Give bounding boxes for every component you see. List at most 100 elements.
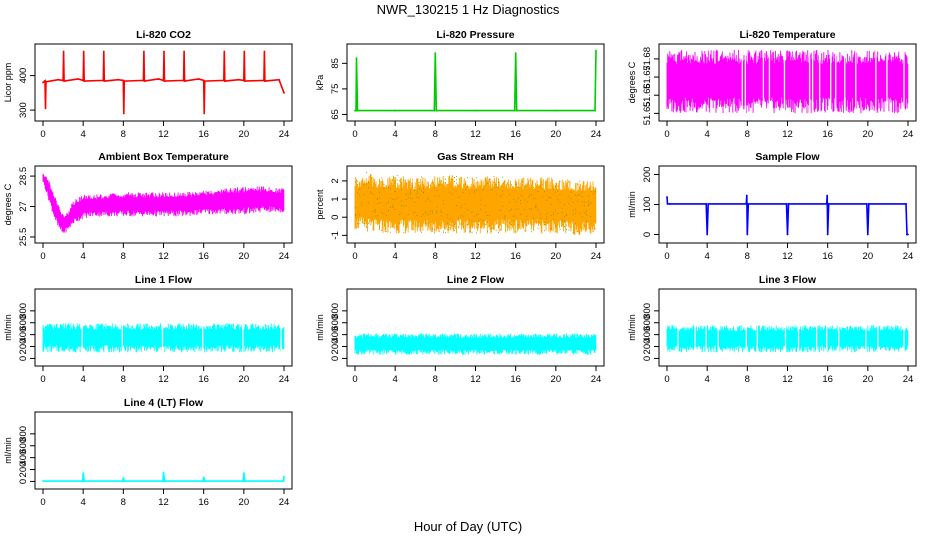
panel-title: Gas Stream RH: [437, 151, 513, 163]
x-tick-label: 20: [863, 129, 874, 140]
plot-frame: [346, 288, 605, 367]
figure-title: NWR_130215 1 Hz Diagnostics: [377, 2, 560, 17]
y-tick-label: 85: [330, 58, 341, 69]
data-point: [203, 80, 206, 82]
data-point: [905, 203, 907, 205]
y-tick-label: 75: [330, 84, 341, 95]
y-tick-label: 600: [18, 315, 29, 331]
data-point: [163, 50, 165, 53]
data-point: [243, 50, 246, 53]
y-axis-label: percent: [315, 189, 325, 220]
data-point: [223, 80, 226, 82]
series-line: [666, 195, 908, 236]
y-tick-label: 200: [330, 339, 341, 355]
data-point: [826, 233, 829, 236]
series-band: [42, 173, 285, 233]
y-tick-label: 200: [642, 167, 653, 183]
y-tick-label: 400: [18, 327, 29, 343]
y-tick-label: 65: [330, 109, 341, 120]
data-point: [283, 91, 285, 94]
data-layer: [42, 323, 285, 353]
data-point: [183, 50, 186, 53]
data-point: [83, 480, 86, 482]
data-point: [866, 233, 869, 236]
x-tick-label: 0: [352, 374, 357, 385]
series-points: [355, 172, 596, 234]
x-tick-label: 4: [393, 251, 398, 262]
x-tick-label: 24: [591, 251, 602, 262]
data-point: [223, 50, 226, 53]
data-point: [595, 49, 597, 52]
plot-frame: [346, 43, 605, 122]
x-tick-label: 20: [551, 374, 562, 385]
data-point: [514, 52, 517, 54]
y-tick-label: 0: [18, 356, 29, 361]
chart-panel: Li-820 Temperature degrees C 0 4 8 12 16 20 24 51…: [627, 29, 917, 140]
data-point: [515, 109, 518, 112]
x-tick-label: 12: [782, 374, 793, 385]
x-tick-label: 16: [198, 374, 209, 385]
x-tick-label: 24: [279, 374, 290, 385]
data-point: [122, 477, 125, 479]
data-layer: [42, 173, 285, 233]
data-point: [707, 203, 710, 205]
data-point: [122, 112, 125, 115]
x-tick-label: 8: [433, 251, 438, 262]
y-tick-label: 51.68: [642, 47, 653, 71]
x-tick-label: 12: [158, 251, 169, 262]
panel-title: Line 4 (LT) Flow: [124, 397, 204, 409]
y-tick-label: 51.67: [642, 65, 653, 89]
x-tick-label: 16: [510, 129, 521, 140]
panel-title: Li-820 Pressure: [436, 29, 514, 41]
x-tick-label: 4: [705, 374, 710, 385]
x-tick-label: 0: [664, 374, 669, 385]
y-tick-label: 28.5: [18, 167, 29, 186]
x-tick-label: 24: [903, 374, 914, 385]
data-point: [203, 112, 206, 115]
data-point: [907, 233, 909, 236]
y-axis-label: degrees C: [627, 61, 637, 103]
y-tick-label: 51.65: [642, 101, 653, 125]
x-tick-label: 12: [158, 497, 169, 508]
y-tick-label: 800: [642, 303, 653, 319]
data-point: [434, 52, 437, 54]
x-tick-label: 4: [393, 129, 398, 140]
x-tick-label: 0: [40, 497, 45, 508]
x-tick-label: 4: [705, 129, 710, 140]
series-band: [666, 325, 909, 353]
y-tick-label: 0: [330, 215, 341, 220]
y-tick-label: 200: [642, 339, 653, 355]
data-point: [746, 233, 749, 236]
data-point: [433, 109, 436, 112]
y-tick-label: 0: [18, 479, 29, 484]
series-band: [354, 173, 597, 236]
x-tick-label: 8: [121, 374, 126, 385]
data-point: [42, 81, 44, 84]
data-point: [163, 480, 166, 482]
y-tick-label: 25.5: [18, 228, 29, 247]
chart-panel: Li-820 Pressure kPa 0 4 8 12 16 20 24 65 75 85: [315, 29, 605, 140]
y-axis-label: kPa: [315, 75, 325, 91]
x-tick-label: 0: [40, 251, 45, 262]
panel-title: Ambient Box Temperature: [98, 151, 229, 163]
x-tick-label: 24: [591, 129, 602, 140]
data-point: [197, 78, 200, 80]
x-tick-label: 4: [81, 497, 86, 508]
data-point: [102, 50, 105, 53]
data-point: [202, 480, 205, 482]
x-tick-label: 8: [745, 251, 750, 262]
figure-xlabel: Hour of Day (UTC): [414, 519, 522, 534]
x-tick-label: 24: [903, 129, 914, 140]
data-point: [356, 109, 359, 112]
series-band: [42, 323, 285, 353]
x-tick-label: 16: [822, 374, 833, 385]
data-point: [82, 50, 85, 53]
data-layer: [666, 194, 909, 236]
x-tick-label: 12: [782, 129, 793, 140]
x-tick-label: 0: [664, 129, 669, 140]
y-tick-label: 400: [642, 327, 653, 343]
data-point: [264, 80, 266, 82]
